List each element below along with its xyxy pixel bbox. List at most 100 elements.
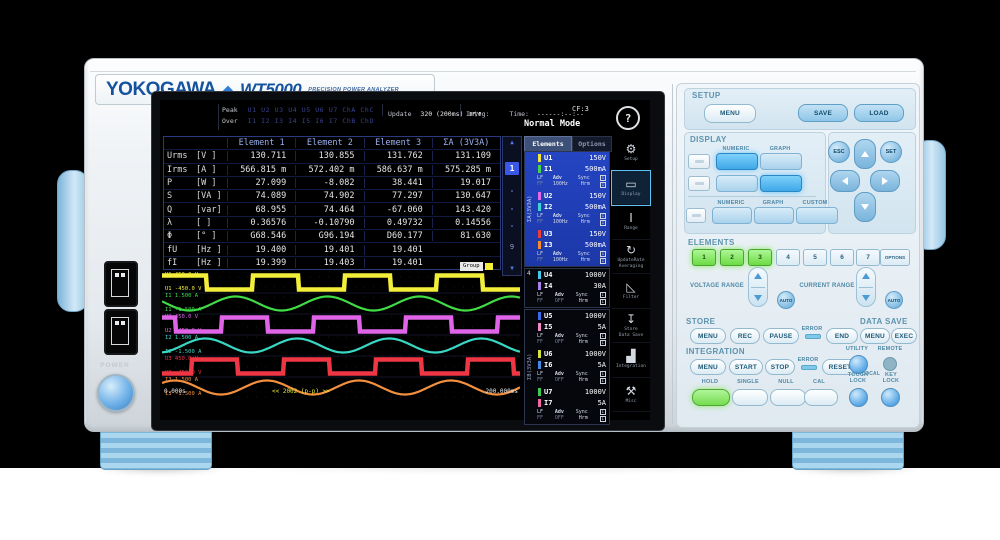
element-settings-panel: Elements Options ΣA(3V3A) U1 150V I1 500mA LF… (524, 136, 612, 425)
element-subrow: LF FF Adv 100Hz Sync Hrm 1 1 (535, 212, 609, 227)
element-1-button[interactable]: 1 (692, 249, 716, 266)
element-row[interactable]: U3 150V I3 500mA LF FF Adv 100Hz Sync Hrm 1 1 (535, 228, 609, 266)
menu-filter-button[interactable]: ◺ Filter (612, 274, 650, 309)
nav-down-button[interactable] (854, 192, 876, 222)
voltage-range: 1000V (584, 311, 606, 320)
element-row[interactable]: U1 150V I1 500mA LF FF Adv 100Hz Sync Hrm 1 1 (535, 152, 609, 190)
save-button[interactable]: SAVE (798, 104, 848, 122)
update-icons: DF/F (469, 112, 482, 118)
display-a-indicator-button[interactable] (688, 154, 710, 169)
usb-port[interactable] (104, 261, 138, 307)
load-button[interactable]: LOAD (854, 104, 904, 122)
set-button[interactable]: SET (880, 141, 902, 163)
nav-left-button[interactable] (830, 170, 860, 192)
usb-port[interactable] (104, 309, 138, 355)
value-cell: 19.403 (295, 257, 363, 268)
nav-up-button[interactable] (854, 139, 876, 169)
tab-options[interactable]: Options (572, 136, 612, 152)
element-3-button[interactable]: 3 (748, 249, 772, 266)
page-up-icon[interactable]: ▲ (510, 139, 514, 146)
element-row[interactable]: U6 1000V I6 5A LF FF Adv OFF Sync Hrm 1 1 (535, 348, 609, 386)
menu-setup-button[interactable]: ⚙ Setup (612, 136, 650, 171)
voltage-auto-button[interactable]: AUTO (777, 291, 795, 309)
store-menu-button[interactable]: MENU (690, 328, 726, 344)
cal-button[interactable] (804, 389, 838, 406)
voltage-line: U7 1000V (535, 386, 609, 397)
current-range-rocker[interactable] (856, 267, 876, 307)
setup-menu-button[interactable]: MENU (704, 104, 756, 123)
nav-right-button[interactable] (870, 170, 900, 192)
element-row[interactable]: U5 1000V I5 5A LF FF Adv OFF Sync Hrm 1 1 (535, 310, 609, 348)
hold-button[interactable] (692, 389, 730, 406)
menu-update-averaging-button[interactable]: ↻ UpdateRate Averaging (612, 240, 650, 274)
page-last[interactable]: 9 (509, 242, 515, 251)
element-7-button[interactable]: 7 (856, 249, 880, 266)
page-strip[interactable]: ▲ 1 9 ▼ (502, 136, 522, 276)
voltage-channel: U7 (544, 387, 553, 396)
display-b-indicator-button[interactable] (688, 176, 710, 191)
element-subrow: LF FF Adv OFF Sync Hrm 1 1 (535, 332, 609, 347)
left-handle[interactable] (57, 170, 89, 312)
esc-button[interactable]: ESC (828, 141, 850, 163)
menu-display-button[interactable]: ▭ Display (611, 169, 651, 206)
numeric-b-button[interactable] (716, 175, 758, 192)
hrm-label: Hrm (580, 219, 590, 225)
integration-stop-button[interactable]: STOP (765, 359, 795, 375)
single-button[interactable] (732, 389, 768, 406)
element-group[interactable]: ΣA(3V3A) U1 150V I1 500mA LF FF Adv 100Hz Sync Hrm… (524, 151, 610, 267)
menu-integration-button[interactable]: ▟ Integration (612, 343, 650, 378)
current-line: I5 5A (535, 321, 609, 332)
display-c-indicator-button[interactable] (686, 208, 706, 223)
integration-menu-button[interactable]: MENU (690, 359, 726, 375)
element-row[interactable]: U4 1000V I4 30A LF FF Adv OFF Sync Hrm 1 1 (535, 269, 609, 307)
element-group[interactable]: 4 U4 1000V I4 30A LF FF Adv OFF Sync Hrm 1 1 (524, 268, 610, 308)
page-current[interactable]: 1 (505, 161, 519, 175)
element-row[interactable]: U2 150V I2 500mA LF FF Adv 100Hz Sync Hrm 1 1 (535, 190, 609, 228)
custom-button[interactable] (796, 207, 838, 224)
store-end-button[interactable]: END (826, 328, 858, 344)
menu-misc-button[interactable]: ⚒ Misc (612, 378, 650, 412)
help-icon[interactable]: ? (616, 106, 640, 130)
element-groups: ΣA(3V3A) U1 150V I1 500mA LF FF Adv 100Hz Sync Hrm… (524, 151, 610, 426)
graph-a-button[interactable] (760, 153, 802, 170)
key-lock-button[interactable] (881, 388, 900, 407)
numeric-a-button[interactable] (716, 153, 758, 170)
element-4-button[interactable]: 4 (776, 249, 800, 266)
ff-label: FF (537, 339, 544, 345)
waveform-plot (161, 273, 521, 396)
voltage-line: U5 1000V (535, 310, 609, 321)
voltage-range-rocker[interactable] (748, 267, 768, 307)
screen[interactable]: Peak U1 U2 U3 U4 U5 U6 U7 ChA ChC Over I… (160, 100, 651, 425)
data-save-menu-button[interactable]: MENU (860, 328, 890, 344)
adv-setting: Adv OFF (555, 292, 564, 306)
element-5-button[interactable]: 5 (803, 249, 827, 266)
data-save-exec-button[interactable]: EXEC (891, 328, 917, 344)
menu-range-button[interactable]: I Range (612, 205, 650, 240)
page-down-icon[interactable]: ▼ (510, 265, 514, 272)
store-rec-button[interactable]: REC (730, 328, 760, 344)
touch-lock-button[interactable] (849, 388, 868, 407)
trace-min-label: I3 -1.500 A (165, 391, 202, 397)
graph-b-button[interactable] (760, 175, 802, 192)
voltage-range: 150V (589, 229, 606, 238)
element-6-button[interactable]: 6 (830, 249, 854, 266)
utility-button[interactable] (849, 355, 868, 374)
peak-indicator: Peak U1 U2 U3 U4 U5 U6 U7 ChA ChC (222, 106, 374, 114)
integration-start-button[interactable]: START (729, 359, 763, 375)
tab-elements[interactable]: Elements (524, 136, 572, 152)
numeric-c-button[interactable] (712, 207, 752, 224)
store-pause-button[interactable]: PAUSE (763, 328, 799, 344)
element-2-button[interactable]: 2 (720, 249, 744, 266)
power-button[interactable] (97, 374, 135, 412)
element-group[interactable]: ΣB(3V3A) U5 1000V I5 5A LF FF Adv OFF Sync Hrm 1 1 U6… (524, 309, 610, 425)
element-options-button[interactable]: OPTIONS (880, 249, 910, 266)
current-auto-button[interactable]: AUTO (885, 291, 903, 309)
null-button[interactable] (770, 389, 806, 406)
graph-c-button[interactable] (754, 207, 794, 224)
element-row[interactable]: U7 1000V I7 5A LF FF Adv OFF Sync Hrm 1 1 (535, 386, 609, 424)
menu-label: Misc (625, 398, 637, 404)
current-range: 5A (597, 322, 606, 331)
table-row: S [VA ] 74.089 74.902 77.297 130.647 (164, 189, 500, 202)
menu-store-data-save-button[interactable]: ↧ Store Data Save (612, 309, 650, 343)
time-start: 0.000s (164, 388, 186, 395)
